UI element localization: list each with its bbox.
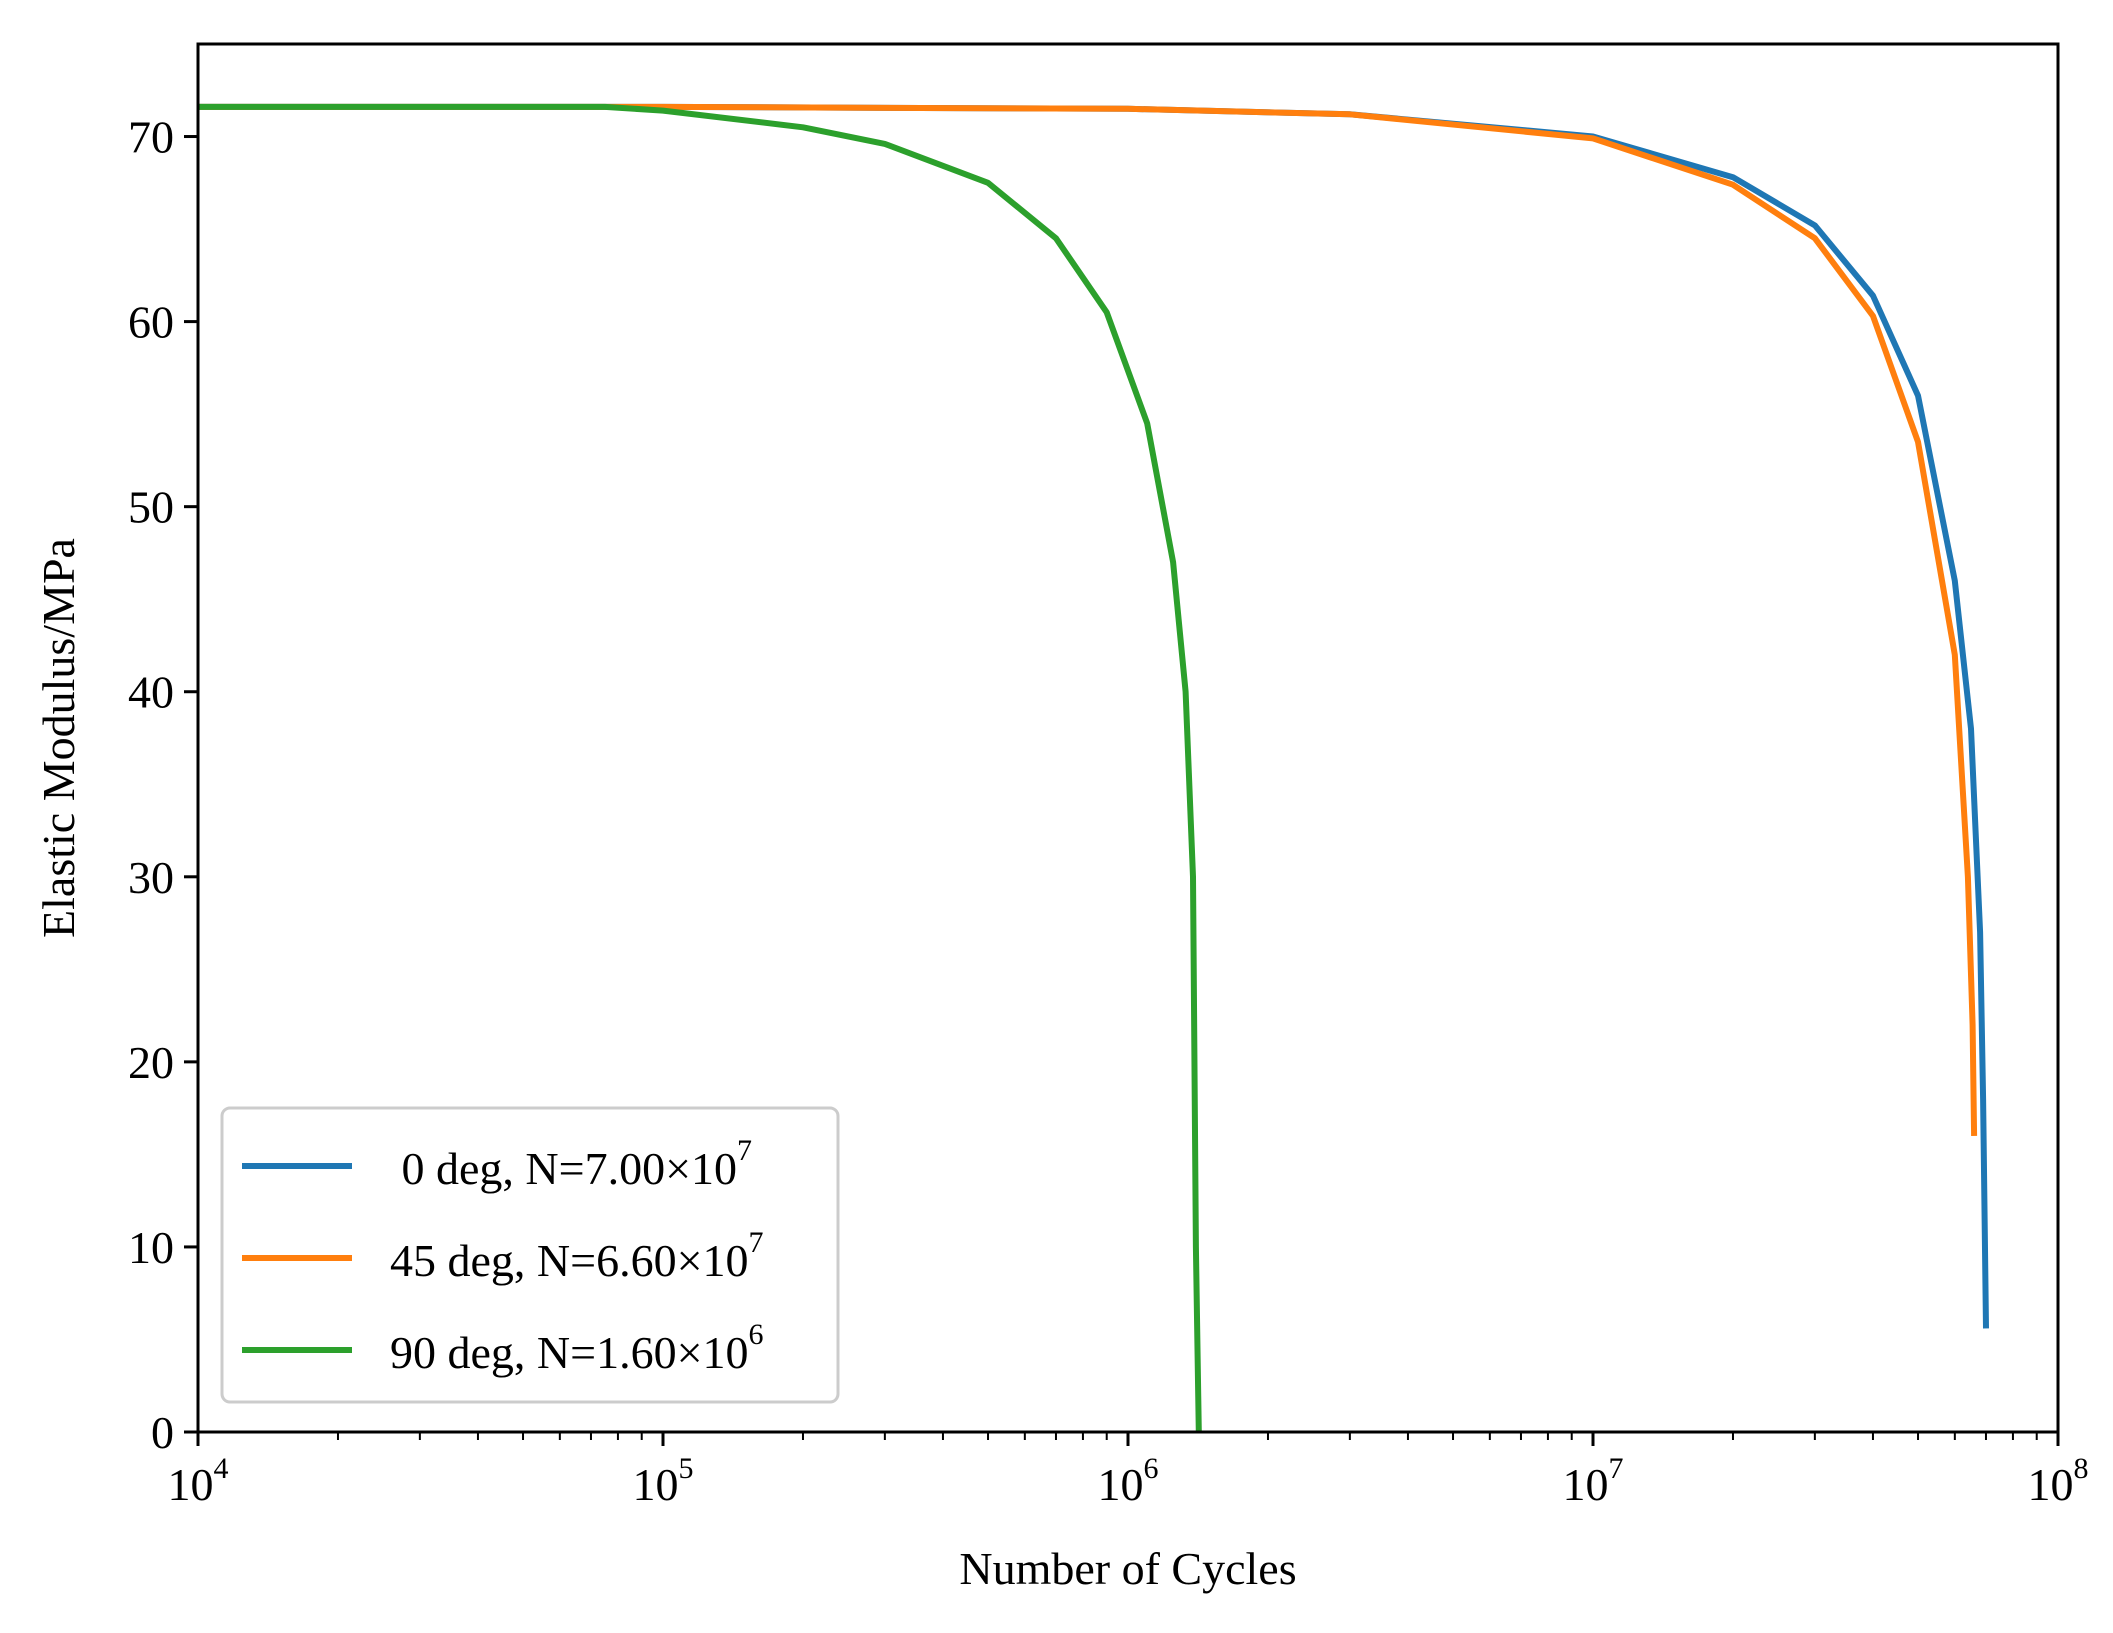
- series-line-90-deg: [198, 103, 1202, 1433]
- y-tick-label: 60: [128, 297, 174, 348]
- y-tick-label: 20: [128, 1037, 174, 1088]
- x-tick-label: 104: [168, 1452, 229, 1510]
- legend-label: 90 deg, N=1.60×106: [390, 1318, 764, 1378]
- legend-label-main: 45 deg, N=6.60×10: [390, 1235, 749, 1286]
- x-tick-exponent: 6: [1144, 1452, 1159, 1485]
- x-tick-exponent: 7: [1609, 1452, 1624, 1485]
- y-tick-label: 50: [128, 482, 174, 533]
- legend-box: [220, 1106, 840, 1404]
- y-axis: 0 10 20 30 40 50 60 70: [128, 112, 198, 1458]
- legend-label: 0 deg, N=7.00×107: [390, 1134, 752, 1194]
- y-tick-label: 10: [128, 1222, 174, 1273]
- legend-label: 45 deg, N=6.60×107: [390, 1226, 764, 1286]
- legend-label-main: 90 deg, N=1.60×10: [390, 1327, 749, 1378]
- x-tick-label: 106: [1098, 1452, 1159, 1510]
- x-axis-label: Number of Cycles: [959, 1543, 1296, 1594]
- x-tick-label: 108: [2028, 1452, 2089, 1510]
- x-tick-base: 10: [168, 1459, 214, 1510]
- x-tick-label: 107: [1563, 1452, 1624, 1510]
- x-tick-label: 105: [633, 1452, 694, 1510]
- legend-label-main: 0 deg, N=7.00×10: [390, 1143, 737, 1194]
- series-line-45-deg: [198, 103, 1978, 1136]
- series-layer: [198, 103, 1989, 1433]
- x-tick-base: 10: [633, 1459, 679, 1510]
- y-tick-label: 70: [128, 112, 174, 163]
- x-tick-exponent: 8: [2074, 1452, 2089, 1485]
- x-tick-base: 10: [2028, 1459, 2074, 1510]
- x-axis: 104 105 106 107 108: [168, 1432, 2089, 1510]
- x-tick-base: 10: [1098, 1459, 1144, 1510]
- legend-label-exponent: 7: [749, 1226, 764, 1259]
- legend-label-exponent: 6: [749, 1318, 764, 1351]
- x-tick-exponent: 5: [679, 1452, 694, 1485]
- y-axis-label: Elastic Modulus/MPa: [33, 538, 84, 938]
- y-tick-label: 40: [128, 667, 174, 718]
- x-tick-exponent: 4: [214, 1452, 229, 1485]
- legend-label-exponent: 7: [737, 1134, 752, 1167]
- y-tick-label: 0: [151, 1407, 174, 1458]
- x-tick-base: 10: [1563, 1459, 1609, 1510]
- y-tick-label: 30: [128, 852, 174, 903]
